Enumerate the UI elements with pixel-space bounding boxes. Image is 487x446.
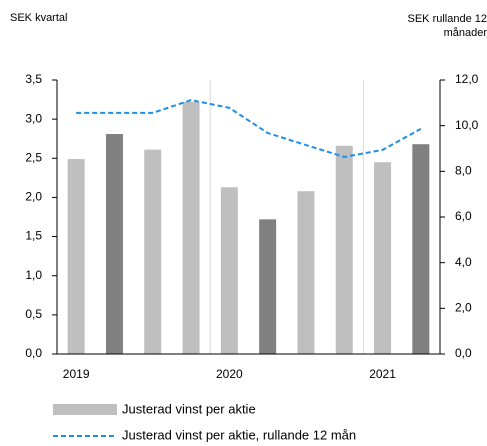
y-tick-label: 1,5 xyxy=(25,229,42,243)
y2-tick-label: 2,0 xyxy=(455,301,472,315)
y2-tick-label: 0,0 xyxy=(455,346,472,360)
bar xyxy=(374,162,392,354)
bar xyxy=(105,134,123,354)
y2-tick-label: 6,0 xyxy=(455,209,472,223)
y2-axis-label: SEK rullande 12 månader xyxy=(407,13,487,39)
x-tick-label: 2020 xyxy=(216,367,243,381)
y-tick-label: 0,5 xyxy=(25,307,42,321)
bar xyxy=(259,219,277,354)
bar xyxy=(220,187,238,354)
y-tick-label: 2,0 xyxy=(25,190,42,204)
bar xyxy=(412,144,430,354)
y-tick-label: 1,0 xyxy=(25,268,42,282)
x-tick-label: 2019 xyxy=(63,367,90,381)
legend-label: Justerad vinst per aktie, rullande 12 må… xyxy=(122,427,356,442)
y-tick-label: 3,0 xyxy=(25,111,42,125)
line xyxy=(76,99,422,158)
x-tick-label: 2021 xyxy=(369,367,396,381)
bar xyxy=(182,101,200,354)
bar xyxy=(335,145,353,354)
y-axis-label: SEK kvartal xyxy=(10,12,68,24)
legend-label: Justerad vinst per aktie xyxy=(122,401,256,416)
y2-tick-label: 4,0 xyxy=(455,255,472,269)
bar xyxy=(67,159,85,354)
y-tick-label: 0,0 xyxy=(25,346,42,360)
y-tick-label: 3,5 xyxy=(25,72,42,86)
y2-tick-label: 12,0 xyxy=(455,72,479,86)
bar xyxy=(144,149,162,354)
y2-tick-label: 8,0 xyxy=(455,164,472,178)
legend-swatch xyxy=(53,404,117,415)
y-tick-label: 2,5 xyxy=(25,150,42,164)
y2-tick-label: 10,0 xyxy=(455,118,479,132)
bar xyxy=(297,191,315,354)
